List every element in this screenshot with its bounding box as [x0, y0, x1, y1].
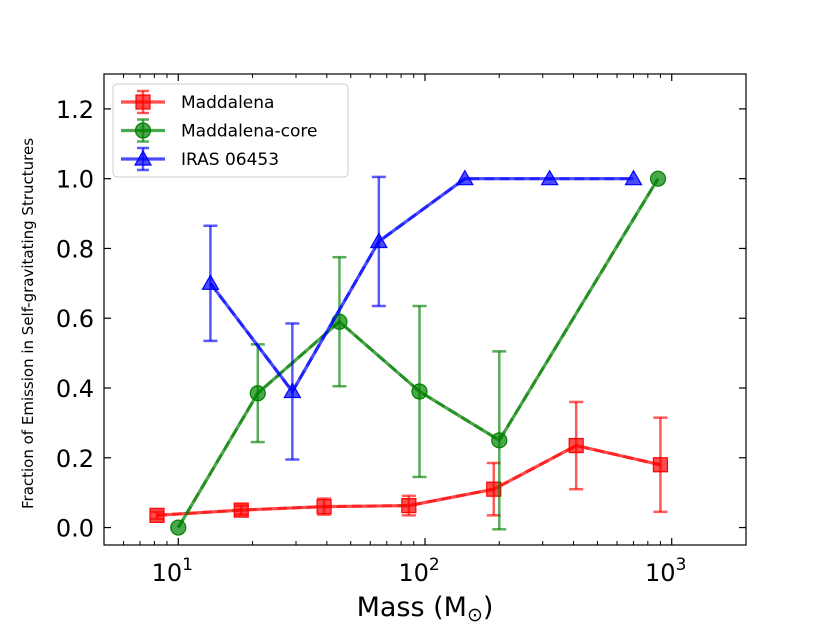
- data-point: [249, 385, 266, 402]
- x-tick-label-exponent: 3: [676, 555, 687, 575]
- y-tick-label: 0.0: [56, 515, 94, 543]
- series-layer: [149, 169, 669, 536]
- x-axis-label-sub: ⊙: [467, 604, 483, 623]
- data-point: [170, 519, 187, 536]
- x-tick-label: 101: [152, 555, 193, 587]
- legend-box: [112, 83, 349, 178]
- y-tick-label: 0.2: [56, 445, 94, 473]
- y-tick-label: 1.2: [56, 96, 94, 124]
- series-square: [149, 400, 669, 523]
- data-point: [233, 502, 249, 518]
- legend-entry: IRAS 06453: [121, 146, 279, 172]
- data-point: [283, 382, 302, 399]
- series-line: [176, 177, 660, 529]
- y-tick-label: 1.0: [56, 166, 94, 194]
- legend-label: Maddalena: [181, 93, 274, 113]
- x-tick-label-base: 10: [645, 559, 676, 587]
- x-tick-label: 103: [645, 555, 686, 587]
- legend-marker: [134, 122, 152, 139]
- x-axis-label-close: ): [483, 592, 494, 623]
- data-point: [486, 481, 502, 497]
- y-axis-label: Fraction of Emission in Self-gravitating…: [19, 138, 37, 509]
- legend: Maddalena Maddalena-core IRAS 06453: [112, 83, 349, 178]
- legend-marker: [135, 94, 151, 110]
- x-tick-label-exponent: 2: [429, 555, 440, 575]
- data-point: [624, 169, 643, 186]
- series-circle: [170, 170, 667, 536]
- legend-label: Maddalena-core: [181, 122, 317, 142]
- x-tick-label-exponent: 1: [182, 555, 193, 575]
- data-point: [401, 497, 417, 514]
- legend-marker: [133, 149, 153, 166]
- series-triangle: [201, 169, 643, 461]
- x-axis-label-text: Mass (M: [357, 592, 467, 623]
- legend-entry: Maddalena: [121, 89, 274, 115]
- series-dashed-line: [209, 177, 634, 395]
- data-point: [369, 232, 388, 249]
- data-point: [491, 432, 508, 449]
- x-axis-label: Mass (M⊙): [357, 592, 494, 623]
- data-point: [316, 499, 332, 515]
- y-tick-label: 0.6: [56, 305, 94, 333]
- y-tick-label: 0.4: [56, 375, 94, 403]
- data-point: [455, 169, 474, 186]
- series-dashed-line: [177, 177, 660, 529]
- data-point: [568, 437, 584, 454]
- data-point: [201, 274, 220, 290]
- y-tick-label: 0.8: [56, 235, 94, 263]
- data-point: [649, 170, 667, 187]
- data-point: [540, 169, 559, 186]
- x-tick-label: 102: [398, 555, 439, 587]
- legend-label: IRAS 06453: [181, 150, 279, 170]
- x-tick-label-base: 10: [398, 559, 429, 587]
- data-point: [149, 507, 165, 523]
- legend-entry: Maddalena-core: [121, 118, 317, 143]
- x-tick-label-base: 10: [152, 559, 183, 587]
- data-point: [652, 457, 669, 473]
- data-point: [411, 383, 428, 400]
